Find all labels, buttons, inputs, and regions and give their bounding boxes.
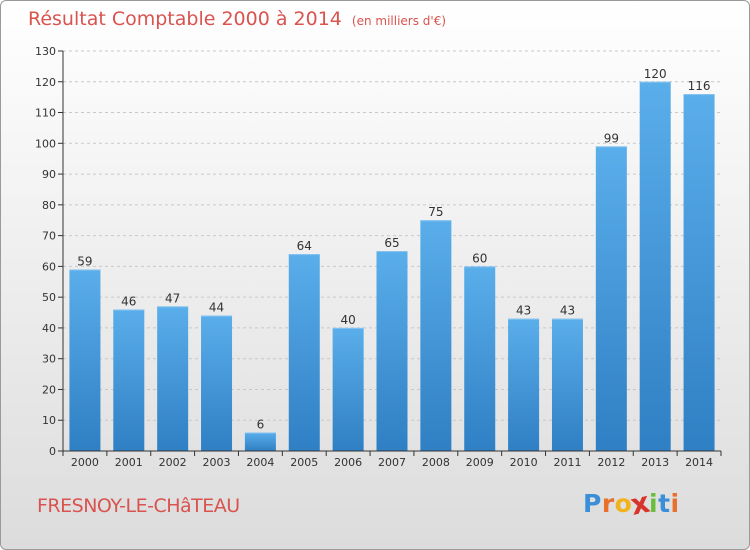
bar-2011 [551, 318, 583, 451]
bar-2005 [288, 254, 320, 451]
data-label: 46 [121, 294, 136, 308]
x-tick-label: 2014 [685, 456, 713, 469]
x-tick-label: 2000 [71, 456, 99, 469]
data-label: 44 [209, 301, 224, 315]
data-label: 99 [604, 131, 619, 145]
x-tick-label: 2011 [553, 456, 581, 469]
logo-letter: i [670, 489, 680, 518]
logo-letter: t [658, 489, 671, 518]
x-tick-label: 2010 [510, 456, 538, 469]
bar-2001 [113, 309, 145, 451]
y-tick-label: 70 [42, 230, 56, 243]
data-label: 6 [257, 418, 265, 432]
y-tick-label: 100 [35, 137, 56, 150]
title-line: Résultat Comptable 2000 à 2014 (en millie… [28, 8, 446, 30]
bar-2003 [201, 315, 233, 451]
data-label: 120 [644, 67, 667, 81]
data-label: 59 [77, 254, 92, 268]
data-label: 65 [384, 236, 399, 250]
bar-2010 [508, 318, 540, 451]
y-axis: 0 10 20 30 40 50 60 70 80 90 100 110 120 130 [35, 45, 64, 458]
bar-2004 [244, 432, 276, 451]
commune-name: FRESNOY-LE-CHâTEAU [37, 495, 240, 517]
x-tick-label: 2005 [290, 456, 318, 469]
y-tick-label: 40 [42, 322, 56, 335]
x-tick-label: 2007 [378, 456, 406, 469]
data-label: 40 [340, 313, 355, 327]
y-tick-label: 50 [42, 291, 56, 304]
x-tick-label: 2013 [641, 456, 669, 469]
data-label: 43 [516, 304, 531, 318]
chart-title: Résultat Comptable 2000 à 2014 [28, 8, 342, 30]
x-tick-label: 2002 [159, 456, 187, 469]
x-tick-label: 2004 [246, 456, 274, 469]
data-label: 60 [472, 251, 487, 265]
logo-letter: P [583, 489, 602, 518]
bar-2008 [420, 220, 452, 451]
x-tick-label: 2006 [334, 456, 362, 469]
y-tick-label: 10 [42, 414, 56, 427]
x-tick-label: 2008 [422, 456, 450, 469]
y-tick-label: 80 [42, 199, 56, 212]
logo-letter: r [601, 489, 615, 518]
logo-letter: i [649, 489, 659, 518]
data-label: 116 [688, 79, 711, 93]
bar-2002 [157, 306, 189, 451]
chart-subtitle: (en milliers d'€) [351, 14, 447, 28]
y-tick-label: 20 [42, 383, 56, 396]
data-label: 75 [428, 205, 443, 219]
y-tick-label: 0 [49, 445, 56, 458]
y-tick-label: 90 [42, 168, 56, 181]
y-tick-label: 110 [35, 107, 56, 120]
logo-letter: o [614, 489, 633, 518]
x-tick-label: 2009 [466, 456, 494, 469]
bars: 59 46 47 44 6 64 40 65 75 60 43 43 99 120 116 [69, 67, 715, 452]
y-tick-label: 60 [42, 260, 56, 273]
bar-2013 [639, 81, 671, 452]
bar-2009 [464, 266, 496, 451]
y-tick-label: 130 [35, 45, 56, 58]
data-label: 64 [297, 239, 312, 253]
bar-2012 [595, 146, 627, 451]
bar-2006 [332, 327, 364, 451]
x-axis: 2000 2001 2002 2003 2004 2005 2006 2007 2008 2009… [62, 450, 722, 469]
x-tick-label: 2001 [115, 456, 143, 469]
x-tick-label: 2012 [597, 456, 625, 469]
x-tick-label: 2003 [203, 456, 231, 469]
data-label: 47 [165, 291, 180, 305]
bar-2014 [683, 94, 715, 452]
y-tick-label: 30 [42, 353, 56, 366]
proxiti-logo: Proxiti [583, 485, 680, 522]
y-tick-label: 120 [35, 76, 56, 89]
bar-2007 [376, 251, 408, 451]
data-label: 43 [560, 304, 575, 318]
bar-2000 [69, 269, 101, 451]
